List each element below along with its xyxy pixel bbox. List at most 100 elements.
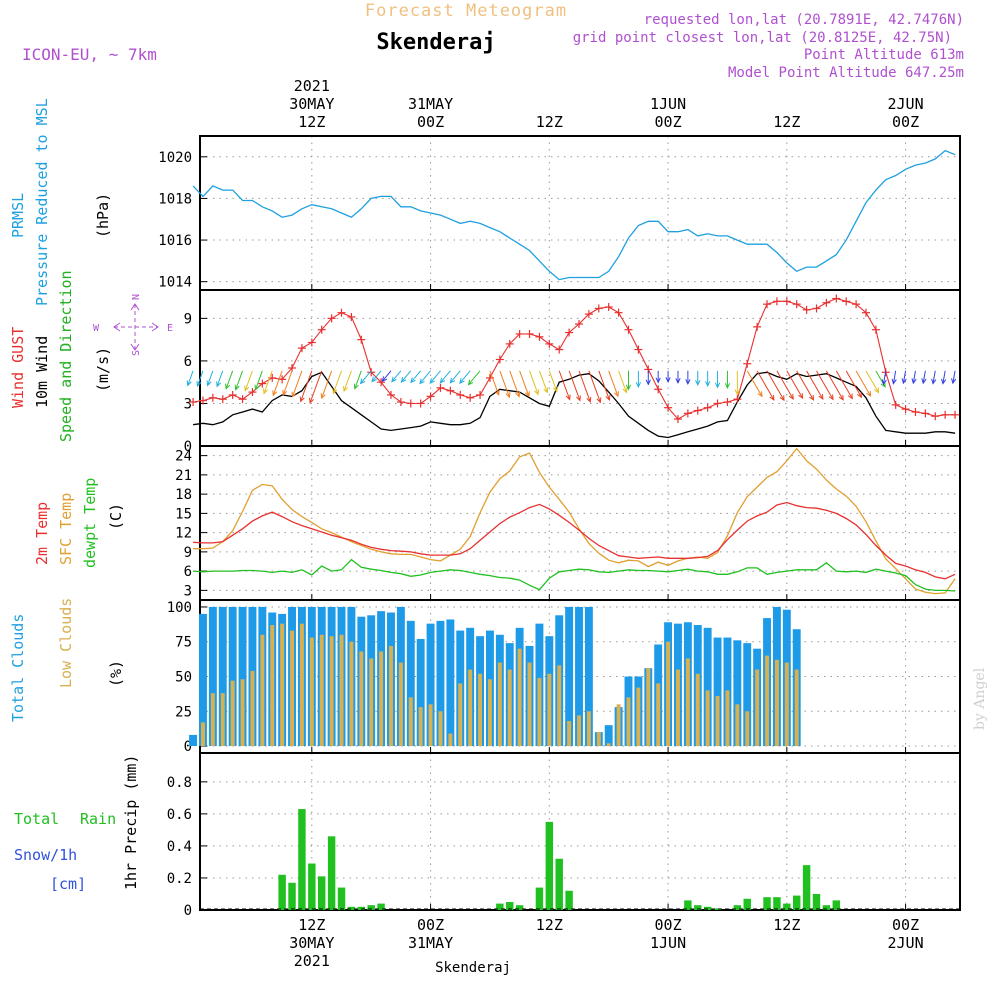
y-tick-label: 15: [175, 506, 192, 522]
low-cloud-bar: [656, 683, 661, 747]
wind-direction-arrow: [756, 370, 775, 401]
wind-arrow-head: [798, 393, 804, 400]
wind-arrow-head: [625, 384, 632, 391]
rain-bar: [822, 905, 831, 910]
clouds-panel: 0 25 50 75 100: [167, 599, 961, 755]
y-tick-label: 9: [184, 545, 192, 561]
low-cloud-bar: [240, 679, 245, 747]
wind-arrow-head: [225, 383, 231, 390]
rain-bar: [565, 890, 573, 910]
speed-direction-label: Speed and Direction: [57, 270, 75, 442]
y-tick-label: 50: [175, 670, 192, 686]
wind-arrow-head: [299, 396, 305, 403]
panel-frame: [199, 289, 961, 447]
wind-direction-arrow: [371, 370, 382, 382]
rain-bar: [278, 874, 286, 910]
sfc-temp-label: SFC Temp: [57, 493, 75, 565]
wind-direction-arrow: [468, 370, 481, 385]
wind-arrow-head: [410, 377, 416, 384]
compass-arrow-s: [130, 343, 140, 351]
top-time-label: 1JUN: [650, 95, 686, 113]
wind-direction-arrow: [892, 370, 897, 384]
percent-label: (%): [107, 660, 125, 687]
rain-bar: [288, 882, 296, 910]
low-cloud-bar: [517, 648, 522, 747]
wind-direction-arrow: [282, 370, 293, 395]
wind-arrow-head: [505, 392, 511, 399]
wind-direction-arrow: [321, 370, 333, 399]
wind-arrow-head: [291, 391, 297, 398]
rain-bar: [298, 809, 306, 910]
bottom-time-label: 00Z: [655, 916, 682, 934]
bottom-time-label: 00Z: [892, 916, 919, 934]
wind-direction-arrow: [816, 370, 834, 400]
wind-arrow-head: [371, 376, 377, 383]
wind-arrow-head: [234, 384, 240, 391]
wind-direction-arrow: [578, 370, 591, 403]
total-cloud-bar: [238, 606, 247, 747]
rain-bar: [377, 903, 385, 910]
rain-bar: [515, 905, 524, 910]
low-cloud-bar: [379, 651, 384, 747]
prmsl-label: PRMSL: [9, 193, 27, 238]
rain-bar: [337, 887, 346, 910]
low-cloud-bar: [745, 711, 750, 747]
low-cloud-bar: [586, 711, 591, 747]
prmsl-line: [192, 149, 956, 281]
rain-bar: [357, 906, 366, 910]
wind-direction-arrow: [499, 370, 510, 398]
wind-arrow-head: [552, 386, 558, 393]
wind-arrow-head: [596, 397, 602, 404]
bottom-time-label: 12Z: [298, 916, 325, 934]
rain-bar: [327, 836, 336, 910]
wind-direction-arrow: [381, 370, 392, 382]
wind-direction-arrow: [952, 370, 956, 384]
wind-direction-arrow: [235, 370, 244, 390]
wind-direction-arrow: [519, 370, 530, 397]
y-tick-label: 3: [184, 396, 192, 412]
y-tick-label: 3: [184, 583, 192, 599]
compass-arrow-w: [113, 322, 121, 332]
low-cloud-bar: [290, 630, 295, 747]
wind-arrow-head: [838, 394, 844, 401]
low-cloud-bar: [666, 641, 671, 747]
wind-arrow-head: [891, 378, 897, 385]
wind-arrow-head: [263, 388, 268, 395]
wind-direction-arrow: [225, 370, 234, 389]
wind-direction-arrow: [806, 370, 824, 400]
total-cloud-bar: [584, 606, 593, 747]
wind-arrow-head: [515, 391, 521, 398]
low-cloud-bar: [458, 683, 463, 747]
celsius-label: (C): [107, 503, 125, 530]
wind-arrow-head: [655, 377, 661, 384]
total-cloud-bar: [733, 640, 742, 747]
wind-arrow-head: [216, 381, 222, 388]
rain-bar: [832, 900, 841, 910]
wind-direction-arrow: [865, 370, 879, 393]
y-tick-label: 100: [167, 600, 192, 616]
total-cloud-bar: [575, 606, 583, 747]
wind-arrow-head: [951, 378, 957, 385]
temp-2m-line: [193, 501, 956, 580]
bottom-time-label: 2JUN: [888, 934, 924, 952]
wind-arrow-head: [272, 390, 278, 397]
location-title: Skenderaj: [376, 30, 495, 55]
low-cloud-bar: [616, 704, 621, 747]
wind-arrow-head: [714, 382, 721, 389]
wind-arrow-head: [622, 387, 628, 394]
total-cloud-bar: [228, 606, 237, 747]
y-tick-label: 0: [184, 739, 192, 755]
wind-arrow-head: [614, 391, 619, 398]
wind-arrow-head: [605, 394, 611, 402]
low-cloud-bar: [408, 697, 413, 747]
wind-direction-arrow: [360, 370, 372, 384]
rain-bar: [763, 897, 771, 910]
wind-direction-arrow: [796, 370, 814, 401]
low-cloud-bar: [695, 673, 700, 747]
compass-arrow-e: [151, 322, 159, 332]
wind-arrow-head: [534, 389, 540, 396]
rain-bar: [535, 887, 544, 910]
wind-arrow-head: [818, 393, 824, 400]
